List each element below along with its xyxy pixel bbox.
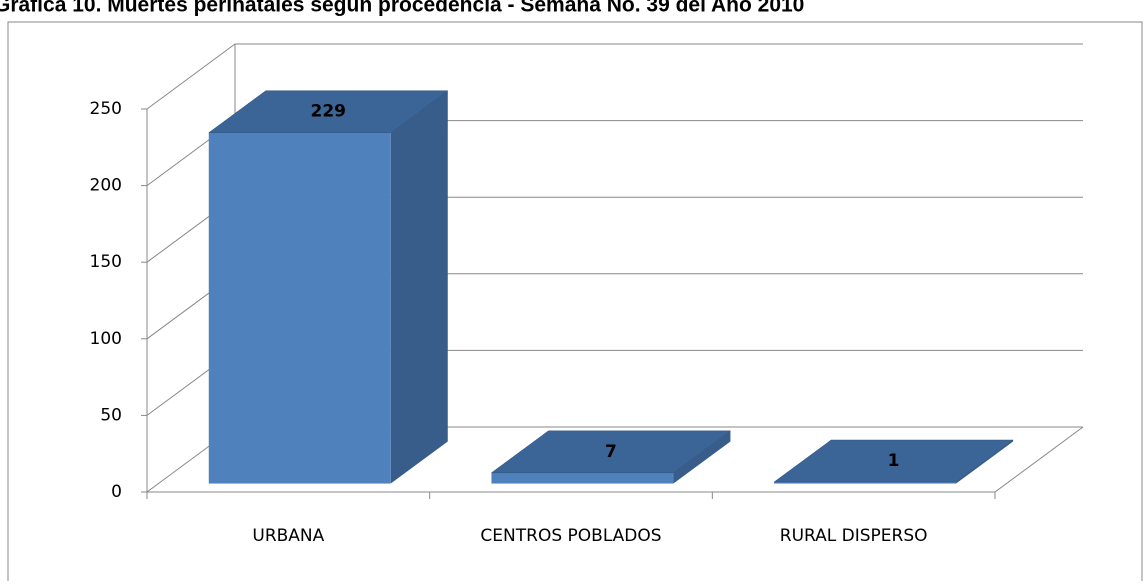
- y-tick-label: 200: [90, 176, 122, 196]
- bar: [774, 482, 957, 484]
- x-tick-label: RURAL DISPERSO: [780, 526, 928, 546]
- bar-top: [490, 430, 732, 474]
- data-label: 229: [311, 102, 347, 122]
- y-tick-label: 100: [90, 329, 122, 349]
- bar-side: [956, 440, 1014, 484]
- bar: [491, 472, 674, 484]
- y-tick-label: 250: [90, 99, 122, 119]
- x-tick-label: CENTROS POBLADOS: [480, 526, 661, 546]
- chart-border: [7, 21, 1143, 585]
- bar-top: [208, 90, 449, 133]
- x-tick-label: URBANA: [252, 526, 324, 546]
- data-label: 1: [888, 451, 900, 471]
- bar: [208, 132, 391, 484]
- y-tick-label: 150: [90, 252, 122, 272]
- y-tick-label: 50: [100, 405, 122, 425]
- y-tick-label: 0: [111, 482, 122, 502]
- bar-top: [773, 439, 1014, 483]
- bar-side: [673, 430, 731, 484]
- chart-title: Gráfica 10. Muertes perinatales según pr…: [0, 0, 804, 17]
- grid-line: [146, 43, 236, 110]
- bar-side: [390, 90, 448, 484]
- data-label: 7: [605, 442, 617, 462]
